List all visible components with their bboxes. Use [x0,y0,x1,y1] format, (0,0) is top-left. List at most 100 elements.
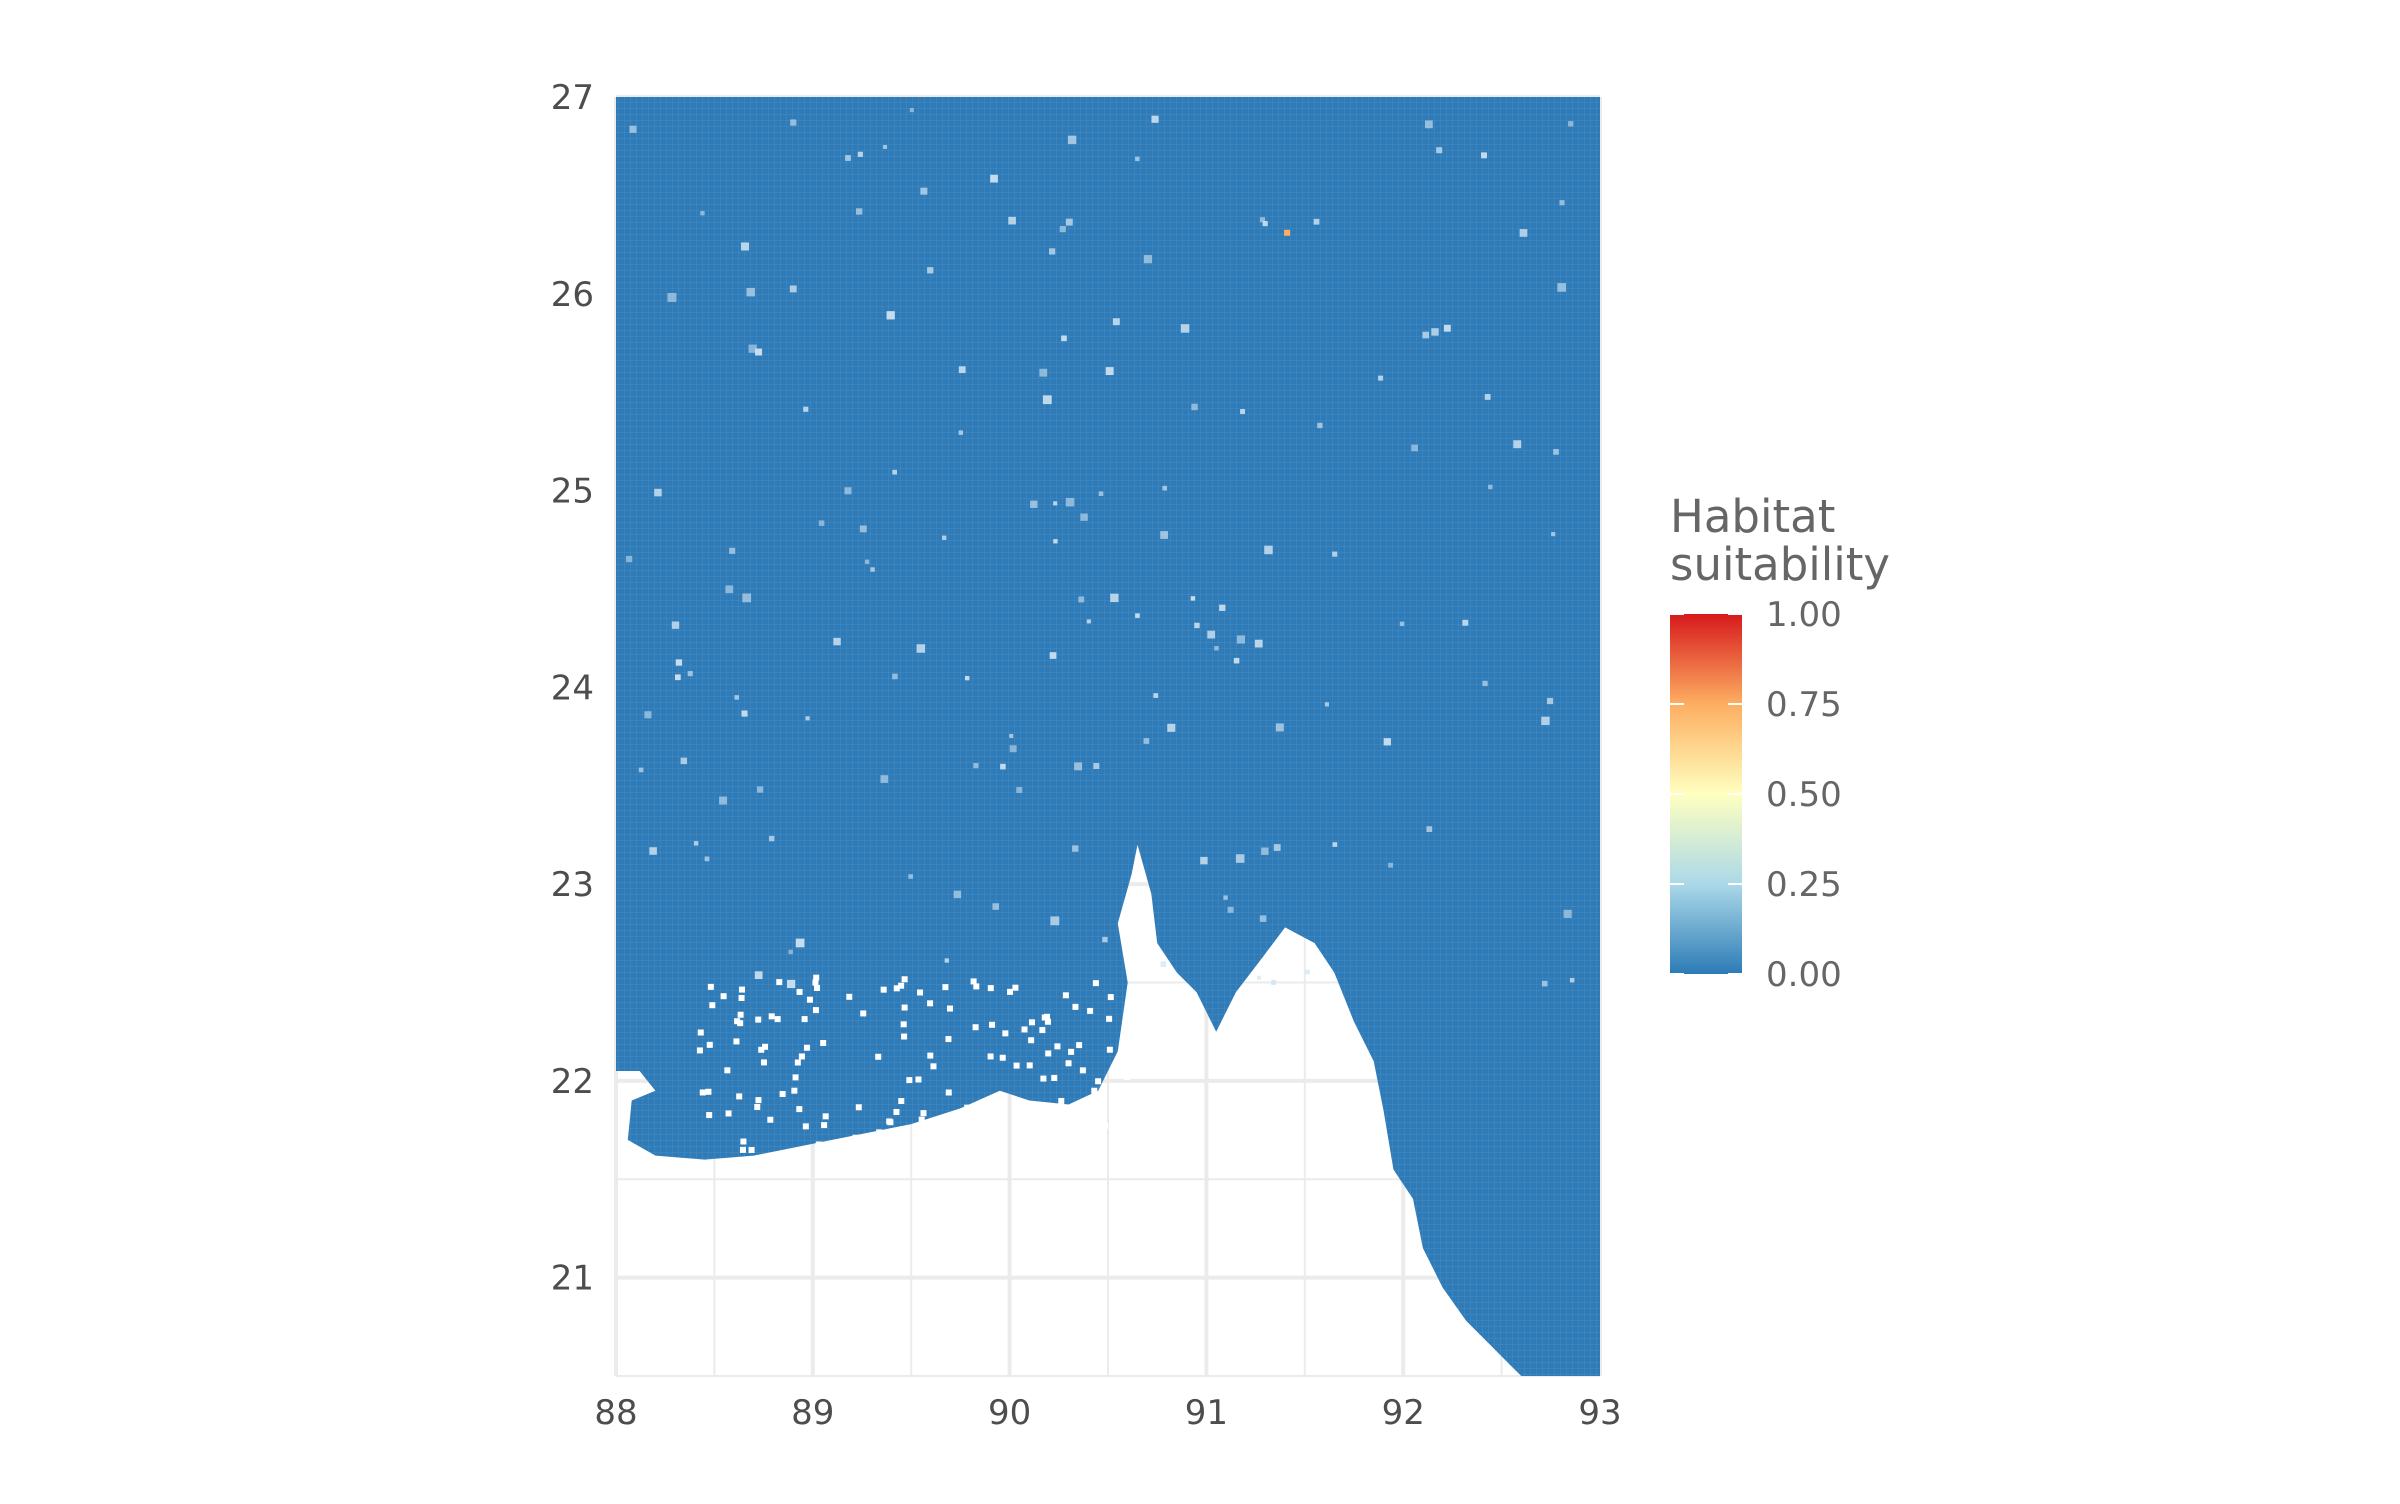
suitability-raster [616,97,1600,1376]
raster-speckle [1030,500,1038,508]
delta-gap [972,1024,979,1031]
raster-speckle [700,210,705,216]
raster-speckle [787,979,796,989]
raster-speckle [1422,331,1430,339]
x-tick-label: 90 [988,1393,1031,1433]
delta-gap [987,1053,994,1060]
raster-speckle [1411,444,1418,452]
delta-gap [898,982,905,989]
x-tick-label: 92 [1382,1393,1425,1433]
raster-speckle [1016,787,1023,793]
delta-gap [1002,1030,1009,1037]
delta-gap [1018,1103,1025,1110]
raster-speckle [1546,697,1554,705]
raster-speckle [1484,394,1491,400]
x-axis-ticks: 88 89 90 91 92 93 [594,1393,1621,1433]
raster-speckle [1050,916,1060,926]
raster-speckle [1305,969,1310,975]
raster-speckle [1481,152,1487,159]
delta-gap [852,1134,859,1141]
raster-speckle [990,174,998,183]
delta-gap [876,1129,883,1136]
raster-speckle [1061,335,1067,342]
raster-speckle [1482,680,1488,687]
raster-speckle [958,430,964,435]
raster-speckle [1519,229,1528,237]
raster-speckle [1008,216,1016,225]
delta-gap [1076,1042,1083,1049]
legend: Habitat suitability 1.00 0.75 0.50 0.25 0.00 [1670,490,1890,995]
x-tick-label: 88 [594,1393,637,1433]
raster-speckle [886,311,895,320]
raster-speckle [725,585,734,594]
delta-gap [996,1145,1003,1152]
raster-speckle [1214,646,1219,651]
raster-speckle [1462,619,1469,626]
raster-speckle [1568,121,1574,127]
x-tick-label: 89 [791,1393,834,1433]
delta-gap [705,1088,712,1095]
raster-speckle [864,559,870,564]
y-tick-label: 27 [551,78,594,118]
legend-breaks: 1.00 0.75 0.50 0.25 0.00 [1670,595,1842,995]
raster-speckle [909,108,914,113]
delta-gap [846,993,853,1000]
raster-speckle [1098,491,1104,496]
raster-speckle [1431,328,1439,336]
delta-gap [880,1137,887,1144]
delta-gap [917,989,924,996]
delta-gap [1051,1074,1058,1081]
delta-gap [1045,1050,1052,1057]
delta-gap [821,1122,828,1129]
delta-gap [776,979,783,986]
raster-speckle [1563,909,1572,918]
raster-speckle [740,242,750,251]
raster-speckle [1324,702,1330,707]
delta-gap [1092,980,1099,987]
hotspot-cell [1284,229,1291,236]
delta-gap [791,1087,798,1094]
raster-speckle [741,710,748,717]
raster-speckle [644,711,652,719]
delta-gap [918,1116,925,1123]
delta-gap [886,1118,893,1125]
delta-gap [699,1089,706,1096]
delta-gap [1062,992,1069,999]
raster-speckle [857,151,863,157]
raster-speckle [1074,762,1083,771]
delta-gap [1044,1013,1051,1020]
raster-speckle [1399,621,1405,627]
delta-gap [754,1103,761,1110]
legend-break-label: 1.00 [1766,595,1842,635]
delta-gap [942,984,949,991]
raster-speckle [1067,135,1077,145]
raster-speckle [748,344,757,353]
raster-speckle [833,637,841,646]
delta-gap [1106,1015,1113,1022]
raster-speckle [1236,635,1246,644]
delta-gap [739,1146,746,1153]
raster-speckle [818,520,825,526]
delta-gap [737,1011,744,1018]
delta-gap [930,1063,937,1070]
y-tick-label: 22 [551,1062,594,1102]
raster-speckle [1219,604,1226,611]
delta-gap [1044,1018,1051,1025]
raster-speckle [1072,845,1079,852]
raster-speckles [625,108,1575,1155]
delta-gap [812,979,819,986]
delta-gap [706,1041,713,1048]
delta-gap [725,1110,732,1117]
raster-speckle [803,406,809,412]
delta-gap [1058,1097,1065,1104]
y-tick-label: 21 [551,1259,594,1299]
raster-speckle [1259,217,1265,223]
legend-title-line1: Habitat [1670,490,1835,543]
raster-speckle [1553,449,1559,455]
delta-gap [724,1067,731,1074]
raster-speckle [1086,619,1091,624]
delta-gap [774,1016,781,1023]
raster-speckle [1000,763,1006,770]
y-tick-label: 25 [551,472,594,512]
